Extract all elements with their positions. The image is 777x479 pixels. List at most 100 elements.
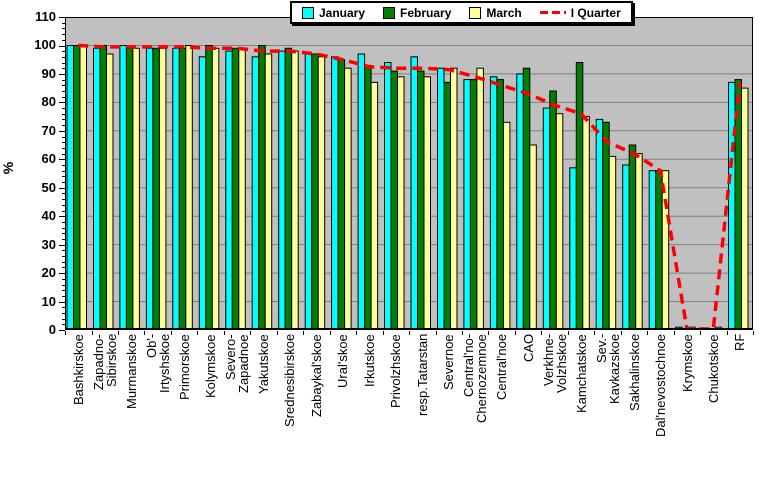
x-axis-label: Severnoe xyxy=(441,334,457,390)
legend: January February March I Quarter xyxy=(290,1,633,24)
x-axis-label: Yakutskoe xyxy=(256,334,272,394)
march-swatch-icon xyxy=(469,6,482,19)
y-axis-tick xyxy=(59,73,65,75)
bar-february xyxy=(99,45,107,330)
legend-label-quarter: I Quarter xyxy=(570,5,621,20)
x-axis-label: Krymskoe xyxy=(679,334,695,392)
bar-january xyxy=(66,45,74,330)
y-axis-minor-tick xyxy=(62,204,65,206)
y-axis-minor-tick xyxy=(62,250,65,252)
y-axis-minor-tick xyxy=(62,113,65,115)
x-axis-tick xyxy=(673,331,675,335)
y-axis-minor-tick xyxy=(62,28,65,30)
x-axis-label-cell: Zabaykal'skoe xyxy=(303,334,329,477)
x-axis-tick xyxy=(382,331,384,335)
bar-january xyxy=(145,47,154,330)
x-axis-label-cell: Irkutskoe xyxy=(356,334,382,477)
y-axis-minor-tick xyxy=(62,96,65,98)
x-axis-label-cell: Verkhne- Volzhskoe xyxy=(540,334,569,477)
y-axis-minor-tick xyxy=(62,62,65,64)
x-axis-label-cell: RF xyxy=(727,334,753,477)
x-axis-label-cell: Sev.- Kavkazskoe xyxy=(594,334,622,477)
bar-march xyxy=(502,121,511,330)
y-axis-minor-tick xyxy=(62,165,65,166)
y-axis-tick-label: 60 xyxy=(41,151,56,167)
x-axis-label-cell: Murmanskoe xyxy=(118,334,144,477)
y-axis-minor-tick xyxy=(62,199,65,201)
y-axis-minor-tick xyxy=(62,312,65,314)
bar-january xyxy=(198,56,207,330)
bar-january xyxy=(728,81,736,330)
y-axis-minor-tick xyxy=(62,176,65,178)
bar-march xyxy=(106,53,114,330)
bar-january xyxy=(384,62,392,330)
x-axis-tick xyxy=(435,331,437,335)
y-axis-minor-tick xyxy=(62,136,65,138)
y-axis-tick xyxy=(59,301,65,303)
bar-february xyxy=(231,47,240,330)
x-axis-label: Kolymskoe xyxy=(203,334,219,398)
bar-february xyxy=(178,47,187,330)
y-axis-tick-label: 40 xyxy=(41,208,56,224)
x-axis-label-cell: Central'noe xyxy=(489,334,515,477)
legend-label-february: February xyxy=(400,5,452,20)
y-axis-minor-tick xyxy=(62,79,65,81)
y-axis-minor-tick xyxy=(62,147,65,149)
y-axis-minor-tick xyxy=(62,261,65,263)
y-axis-tick xyxy=(59,102,65,104)
x-axis-tick xyxy=(726,331,728,335)
bar-march xyxy=(211,47,220,330)
x-axis-tick xyxy=(303,331,305,335)
y-axis-minor-tick xyxy=(62,267,65,269)
y-axis-minor-tick xyxy=(62,68,65,70)
x-axis-tick xyxy=(91,331,93,335)
y-axis-tick-label: 70 xyxy=(41,122,56,138)
x-axis-tick xyxy=(620,331,622,335)
bar-february xyxy=(549,90,557,330)
x-axis-label: Verkhne- Volzhskoe xyxy=(540,334,569,394)
x-axis-label: Irkutskoe xyxy=(361,334,377,387)
x-axis-label: Zabaykal'skoe xyxy=(308,334,324,417)
x-axis-label: Primorskoe xyxy=(176,334,192,400)
x-axis-label: Dal'nevostochnoe xyxy=(653,334,669,437)
y-axis-tick xyxy=(59,159,65,161)
y-axis-minor-tick xyxy=(62,108,65,110)
x-axis-tick xyxy=(409,331,410,335)
y-axis-minor-tick xyxy=(62,51,65,53)
y-axis-minor-tick xyxy=(62,256,65,257)
bar-march xyxy=(370,81,379,330)
bar-january xyxy=(489,76,498,330)
y-axis-tick xyxy=(59,216,65,218)
x-axis-label: Ob'- Irtyshskoe xyxy=(143,334,172,394)
bar-march xyxy=(79,45,87,330)
x-axis-label: resp.Tatarstan xyxy=(414,334,430,417)
y-axis-minor-tick xyxy=(62,153,65,155)
x-axis-label-cell: Privolzhskoe xyxy=(383,334,409,477)
y-axis-tick-label: 110 xyxy=(35,9,56,24)
bar-february xyxy=(337,59,346,330)
x-axis-label-cell: Ob'- Irtyshskoe xyxy=(143,334,172,477)
y-axis-tick xyxy=(59,273,65,275)
bar-february xyxy=(417,70,425,330)
bar-february xyxy=(602,121,610,330)
x-axis-tick xyxy=(647,331,649,335)
bar-january xyxy=(463,79,471,330)
bar-january xyxy=(93,47,101,330)
quarter-dashed-line-icon xyxy=(539,11,566,14)
x-axis-label: Kamchatskoe xyxy=(573,334,589,413)
y-axis-minor-tick xyxy=(62,227,65,229)
y-axis-tick xyxy=(59,17,65,18)
y-axis-minor-tick xyxy=(62,233,65,235)
x-axis-tick xyxy=(567,331,569,335)
y-axis-minor-tick xyxy=(62,170,65,172)
y-axis-tick-label: 20 xyxy=(41,265,56,281)
x-axis-tick xyxy=(65,331,66,335)
x-axis-label: Chukotskoe xyxy=(705,334,721,403)
x-axis-label-cell: CAO xyxy=(515,334,541,477)
y-axis-minor-tick xyxy=(62,324,65,326)
y-axis-minor-tick xyxy=(62,210,65,212)
y-axis-tick-label: 100 xyxy=(34,37,56,53)
y-axis-minor-tick xyxy=(62,318,65,320)
x-axis-tick xyxy=(700,331,702,335)
bar-january xyxy=(437,67,445,330)
